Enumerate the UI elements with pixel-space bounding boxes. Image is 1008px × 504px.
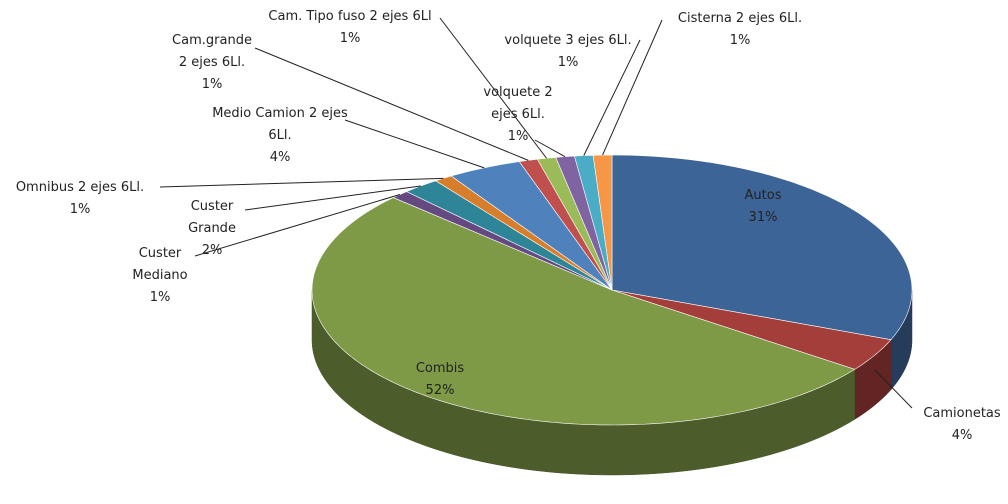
leader-line — [583, 39, 641, 156]
category-label: Custer Mediano — [132, 246, 188, 283]
value-label: 1% — [339, 31, 361, 46]
data-label: Cisterna 2 ejes 6Ll. 1% — [660, 8, 820, 52]
data-label-text: Combis 52% — [400, 358, 480, 402]
data-label-text: Custer Grande 2% — [186, 196, 238, 262]
data-label-text: volquete 2 ejes 6Ll. 1% — [483, 82, 553, 148]
category-label: Omnibus 2 ejes 6Ll. — [15, 180, 145, 195]
data-label: volquete 3 ejes 6Ll. 1% — [493, 30, 643, 74]
data-label-text: Omnibus 2 ejes 6Ll. 1% — [0, 177, 160, 221]
value-label: 52% — [425, 383, 455, 398]
value-label: 2% — [201, 243, 223, 258]
leader-line — [602, 19, 663, 156]
category-label: Combis — [415, 361, 465, 376]
data-label-text: Autos 31% — [723, 185, 803, 229]
category-label: Cisterna 2 ejes 6Ll. — [677, 11, 803, 26]
data-label: Autos 31% — [723, 185, 803, 229]
data-label: volquete 2 ejes 6Ll. 1% — [483, 82, 553, 148]
slice — [311, 197, 856, 426]
value-label: 4% — [951, 428, 973, 443]
leader-line — [194, 194, 401, 257]
value-label: 1% — [69, 202, 91, 217]
leader-line — [159, 177, 444, 188]
leader-line — [254, 47, 529, 161]
data-label-text: Cam. Tipo fuso 2 ejes 6Ll 1% — [260, 6, 440, 50]
data-label: Custer Grande 2% — [186, 196, 238, 262]
category-label: Camionetas — [923, 406, 1001, 421]
category-label: Medio Camion 2 ejes 6Ll. — [212, 106, 348, 143]
data-label: Camionetas 4% — [912, 403, 1008, 447]
category-label: Custer Grande — [188, 199, 236, 236]
leader-line — [534, 139, 566, 158]
category-label: Cam. Tipo fuso 2 ejes 6Ll — [268, 9, 432, 24]
category-label: volquete 3 ejes 6Ll. — [504, 33, 632, 48]
slice — [592, 154, 613, 291]
data-label: Medio Camion 2 ejes 6Ll. 4% — [210, 103, 350, 169]
data-label: Combis 52% — [400, 358, 480, 402]
leader-line — [874, 369, 913, 409]
data-label-text: Custer Mediano 1% — [125, 243, 195, 309]
data-label: Custer Mediano 1% — [125, 243, 195, 309]
leader-line — [244, 185, 421, 211]
data-label-text: Camionetas 4% — [912, 403, 1008, 447]
value-label: 1% — [149, 290, 171, 305]
leader-line — [344, 119, 485, 169]
category-label: volquete 2 ejes 6Ll. — [483, 85, 553, 122]
data-label-text: Cisterna 2 ejes 6Ll. 1% — [660, 8, 820, 52]
data-label-text: Cam.grande 2 ejes 6Ll. 1% — [167, 30, 257, 96]
slice — [450, 161, 613, 291]
value-label: 31% — [748, 210, 778, 225]
data-label: Omnibus 2 ejes 6Ll. 1% — [0, 177, 160, 221]
slice — [611, 289, 892, 370]
data-label: Cam.grande 2 ejes 6Ll. 1% — [167, 30, 257, 96]
slice — [405, 180, 613, 291]
category-label: Autos — [744, 188, 782, 203]
value-label: 1% — [729, 33, 751, 48]
data-label-text: Medio Camion 2 ejes 6Ll. 4% — [210, 103, 350, 169]
slice — [611, 154, 913, 341]
data-label: Cam. Tipo fuso 2 ejes 6Ll 1% — [260, 6, 440, 50]
value-label: 1% — [201, 77, 223, 92]
category-label: Cam.grande 2 ejes 6Ll. — [172, 33, 252, 70]
value-label: 1% — [557, 55, 579, 70]
value-label: 4% — [269, 150, 291, 165]
value-label: 1% — [507, 129, 529, 144]
leader-line — [439, 17, 547, 159]
data-label-text: volquete 3 ejes 6Ll. 1% — [493, 30, 643, 74]
